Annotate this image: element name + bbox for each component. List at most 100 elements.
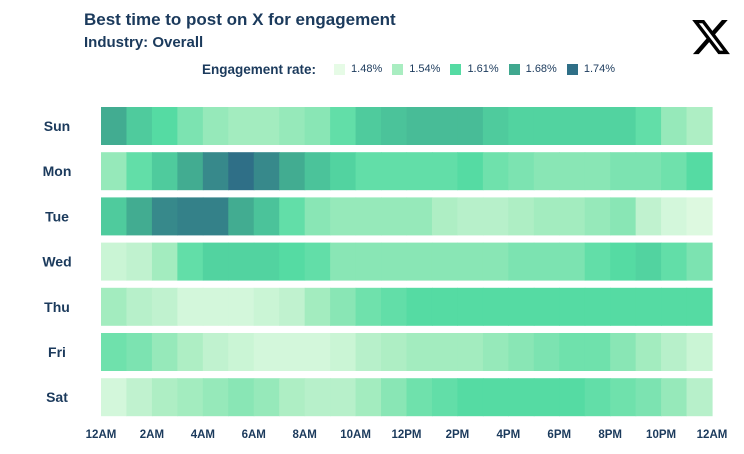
heat-cell (202, 287, 229, 326)
heat-cell (381, 152, 408, 191)
legend-item: 1.54% (392, 63, 440, 75)
x-tick-label: 8AM (293, 429, 317, 441)
heat-cell (101, 333, 128, 371)
legend-label: 1.61% (467, 63, 499, 75)
heat-cell (279, 287, 306, 326)
heat-cell (431, 242, 459, 281)
heat-cell (355, 287, 382, 326)
heat-cell (126, 378, 153, 417)
heat-cell (304, 333, 331, 371)
heat-cell (253, 107, 280, 145)
heat-cell (482, 107, 509, 145)
legend-label: 1.74% (583, 63, 616, 75)
heat-cell (304, 152, 331, 191)
legend-swatch (566, 63, 578, 75)
heat-cell (533, 107, 560, 145)
heat-cell (202, 152, 229, 191)
heat-cell (355, 152, 382, 191)
heat-cell (457, 242, 484, 281)
heat-cell (101, 107, 128, 145)
heat-cell (457, 333, 484, 371)
heat-cell (559, 287, 586, 326)
heat-cell (610, 378, 637, 417)
heat-cell (635, 333, 662, 371)
heat-cell (533, 197, 560, 236)
heat-cell (381, 333, 408, 371)
heat-cell (126, 152, 153, 191)
heat-cell (177, 333, 204, 371)
legend-swatch (450, 63, 462, 75)
heat-cell (253, 152, 280, 191)
heat-cell (151, 152, 178, 191)
heat-cell (253, 242, 280, 281)
heat-cell (202, 378, 229, 417)
heat-cell (610, 107, 637, 145)
heat-cell (304, 242, 331, 281)
heat-cell (431, 197, 459, 236)
row-label-sun: Sun (44, 118, 70, 134)
heat-cell (457, 107, 484, 145)
legend-title: Engagement rate: (202, 61, 317, 77)
heat-cell (253, 197, 280, 236)
heat-cell (228, 242, 255, 281)
legend-label: 1.48% (351, 63, 383, 75)
legend-swatch (392, 63, 404, 75)
heat-cell (406, 152, 433, 191)
heat-cell (381, 378, 408, 417)
legend-label: 1.68% (525, 63, 557, 75)
heat-cell (482, 333, 509, 371)
heat-cell (151, 107, 178, 145)
heat-cell (406, 197, 433, 236)
heat-cell (406, 287, 433, 326)
heat-cell (101, 242, 128, 281)
heat-cell (661, 287, 688, 326)
heat-cell (661, 242, 688, 281)
heat-cell (304, 197, 331, 236)
heat-cell (584, 378, 611, 417)
heat-cell (584, 333, 611, 371)
heat-cell (559, 333, 586, 371)
heat-cell (253, 333, 280, 371)
heat-cell (584, 242, 611, 281)
heat-cell (355, 333, 382, 371)
heat-cell (431, 287, 459, 326)
heat-cell (431, 333, 459, 371)
heat-cell (101, 287, 128, 326)
heat-cell (610, 197, 637, 236)
heat-cell (482, 287, 509, 326)
heat-cell (661, 378, 688, 417)
heat-cell (228, 107, 255, 145)
heat-cell (381, 107, 408, 145)
chart-title: Best time to post on X for engagement (84, 10, 396, 29)
heat-cell (508, 378, 535, 417)
heat-cell (330, 378, 357, 417)
heat-cell (686, 107, 713, 145)
heat-cell (381, 197, 408, 236)
heat-cell (661, 197, 688, 236)
heat-cell (177, 242, 204, 281)
heat-cell (635, 152, 662, 191)
heat-cell (381, 287, 408, 326)
heat-cell (610, 287, 637, 326)
heat-cell (177, 152, 204, 191)
heat-cell (686, 378, 713, 417)
heat-cell (355, 242, 382, 281)
heat-cell (635, 378, 662, 417)
heat-cell (355, 378, 382, 417)
heat-cell (126, 242, 153, 281)
heat-cell (228, 287, 255, 326)
heat-cell (406, 242, 433, 281)
heat-cell (202, 333, 229, 371)
heat-cell (202, 107, 229, 145)
heat-cell (610, 333, 637, 371)
x-logo-icon (692, 19, 730, 55)
x-tick-label: 6AM (242, 429, 266, 441)
heat-cell (559, 197, 586, 236)
heat-cell (151, 378, 178, 417)
heat-cell (304, 107, 331, 145)
heat-cell (482, 378, 509, 417)
row-label-thu: Thu (44, 299, 70, 315)
heat-cell (482, 197, 509, 236)
x-tick-label: 2AM (140, 429, 164, 441)
heat-cell (661, 107, 688, 145)
